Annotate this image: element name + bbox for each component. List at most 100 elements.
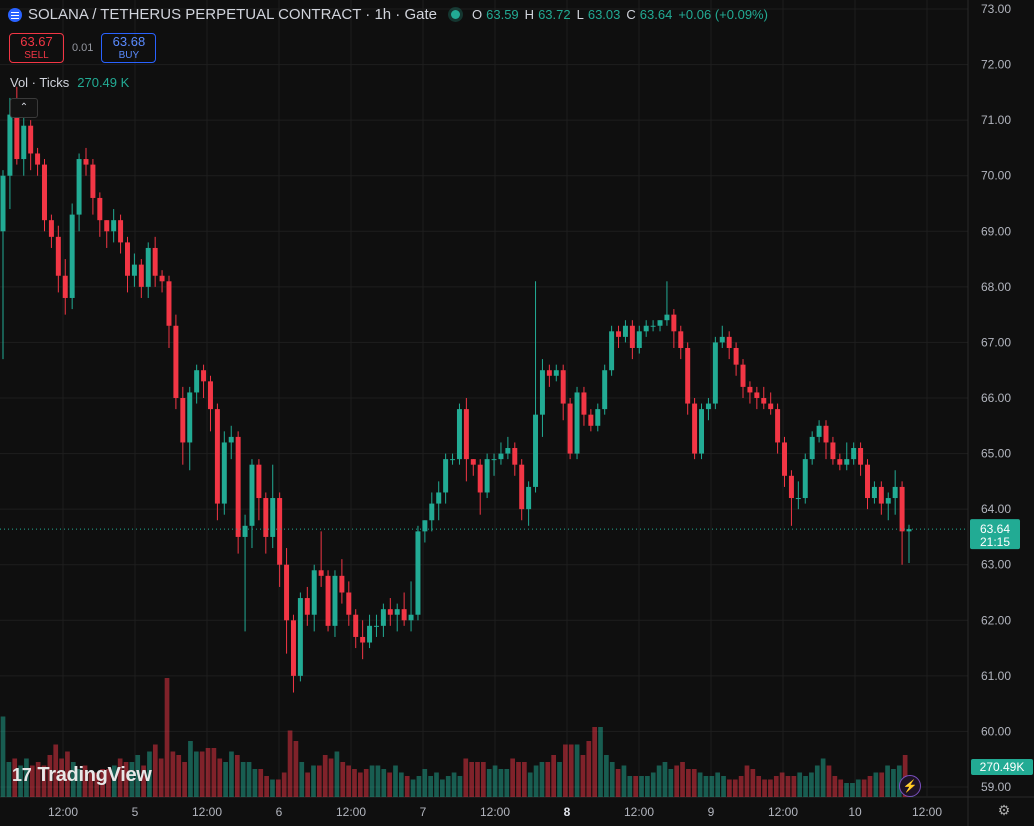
volume-bar: [399, 772, 404, 797]
candle-body: [844, 459, 850, 465]
x-tick-label: 6: [276, 805, 283, 819]
candle-body: [187, 392, 193, 443]
candle-body: [505, 448, 511, 454]
tradingview-logo: 17 TradingView: [12, 764, 152, 787]
candle-body: [207, 381, 213, 410]
volume-bar: [182, 762, 187, 797]
x-tick-label: 10: [848, 805, 862, 819]
symbol-icon: [8, 7, 22, 22]
candle-body: [809, 436, 815, 460]
volume-bar: [287, 730, 293, 797]
candle-body: [131, 264, 137, 276]
volume-bar: [656, 765, 662, 797]
x-tick-label: 12:00: [48, 805, 78, 819]
volume-bar: [410, 779, 416, 797]
candle-body: [69, 214, 75, 298]
volume-bar: [703, 776, 709, 797]
volume-legend-label: Vol · Ticks: [10, 75, 70, 90]
volume-bar: [141, 765, 146, 797]
candle-body: [802, 459, 808, 499]
candle-body: [394, 609, 400, 615]
candle-body: [55, 236, 61, 276]
y-tick-label: 59.00: [981, 780, 1011, 794]
volume-bar: [0, 716, 6, 797]
volume-bar: [393, 765, 398, 797]
candle-body: [304, 598, 310, 615]
volume-bar: [12, 758, 18, 797]
ohlc-values: O 63.59 H 63.72 L 63.03 C 63.64 +0.06 (+0.09…: [472, 7, 770, 22]
candle-body: [297, 598, 303, 676]
candle-body: [671, 314, 677, 332]
volume-bar: [855, 779, 861, 797]
volume-bar: [674, 765, 680, 797]
candle-body: [318, 570, 324, 576]
candle-body: [692, 403, 698, 454]
volume-bar: [586, 741, 592, 797]
candle-body: [761, 398, 767, 404]
volume-bar: [404, 776, 410, 797]
volume-bar: [129, 762, 135, 797]
candle-body: [332, 575, 338, 626]
candle-body: [491, 459, 497, 461]
volume-bar: [311, 765, 316, 797]
candle-body: [733, 347, 739, 365]
candle-body: [595, 409, 601, 426]
volume-bar: [557, 762, 562, 797]
volume-bar: [24, 758, 29, 797]
x-tick-label: 12:00: [912, 805, 942, 819]
chevron-up-icon[interactable]: ⌃: [10, 98, 38, 118]
volume-bar: [861, 779, 867, 797]
candle-body: [609, 331, 615, 371]
candle-body: [906, 529, 912, 532]
candle-body: [498, 453, 504, 460]
x-tick-label: 9: [708, 805, 715, 819]
lightning-icon[interactable]: ⚡: [899, 775, 921, 797]
volume-bar: [164, 678, 170, 797]
candle-body: [567, 403, 573, 454]
volume-bar: [867, 776, 873, 797]
volume-bar: [686, 769, 691, 797]
candle-body: [166, 281, 172, 326]
volume-bar: [422, 769, 428, 797]
volume-legend[interactable]: Vol · Ticks 270.49 K: [10, 75, 129, 90]
candle-body: [401, 609, 407, 621]
volume-bar: [246, 762, 252, 797]
candle-body: [574, 392, 580, 454]
volume-bar: [18, 765, 23, 797]
volume-bar: [504, 769, 510, 797]
candle-body: [477, 464, 483, 493]
candle-body: [719, 336, 725, 343]
buy-button[interactable]: 63.68 BUY: [101, 33, 157, 63]
candle-body: [664, 314, 670, 321]
sell-button[interactable]: 63.67 SELL: [9, 33, 64, 63]
volume-bar: [440, 779, 445, 797]
volume-bar: [94, 772, 100, 797]
open-value: 63.59: [486, 7, 519, 22]
y-tick-label: 72.00: [981, 58, 1011, 72]
volume-bar: [363, 769, 369, 797]
x-tick-label: 5: [132, 805, 139, 819]
volume-bar: [205, 748, 211, 797]
candle-body: [429, 503, 435, 521]
candle-body: [104, 220, 110, 232]
gear-icon[interactable]: ⚙: [997, 802, 1011, 818]
volume-bar: [498, 769, 504, 797]
symbol-title[interactable]: SOLANA / TETHERUS PERPETUAL CONTRACT · 1…: [28, 6, 437, 23]
volume-bar: [627, 776, 633, 797]
chart-header: SOLANA / TETHERUS PERPETUAL CONTRACT · 1…: [8, 6, 770, 23]
candle-body: [111, 220, 117, 232]
volume-bar: [522, 762, 527, 797]
trade-panel: 63.67 SELL 0.01 63.68 BUY: [9, 33, 157, 63]
volume-bar: [6, 762, 12, 797]
volume-bar: [428, 776, 433, 797]
volume-bar: [416, 776, 422, 797]
candle-body: [463, 409, 469, 460]
y-tick-label: 68.00: [981, 280, 1011, 294]
volume-bar: [258, 769, 264, 797]
volume-bar: [762, 779, 767, 797]
candle-body: [436, 492, 442, 504]
candle-body: [373, 625, 379, 627]
volume-bar: [41, 765, 47, 797]
candle-body: [228, 436, 234, 443]
